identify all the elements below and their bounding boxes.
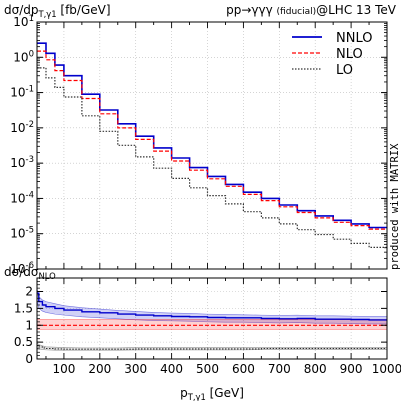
x-axis-label: pT,γ1 [GeV] bbox=[180, 386, 244, 401]
legend-lo-label: LO bbox=[336, 63, 353, 78]
top-series-nnlo bbox=[37, 42, 387, 229]
x-tick-label: 300 bbox=[124, 362, 147, 376]
axis-tick-labels: 10-6 10-5 10-4 10-3 10-2 10-1 100 101 0 0.5 1 1.5 2 1… bbox=[10, 14, 401, 376]
top-series-nlo bbox=[37, 50, 387, 230]
process-title: pp→γγγ (fiducial)@LHC 13 TeV bbox=[226, 3, 397, 17]
x-tick-label: 400 bbox=[160, 362, 183, 376]
legend-nlo-label: NLO bbox=[336, 47, 363, 62]
ratio-y-axis-label: dσ/dσNLO bbox=[4, 265, 56, 281]
top-plot-frame bbox=[36, 21, 388, 270]
top-y-tick-label: 10-2 bbox=[10, 120, 34, 135]
ratio-y-tick-label: 0 bbox=[25, 352, 33, 366]
top-y-tick-label: 10-4 bbox=[10, 190, 34, 205]
x-tick-label: 900 bbox=[340, 362, 363, 376]
producer-side-label: produced with MATRIX bbox=[389, 143, 401, 270]
ratio-series-nnlo bbox=[37, 292, 387, 321]
x-tick-label: 700 bbox=[268, 362, 291, 376]
top-y-tick-label: 100 bbox=[13, 49, 34, 64]
top-series-lo bbox=[37, 67, 387, 248]
x-tick-label: 1000 bbox=[372, 362, 401, 376]
ratio-series-lines bbox=[37, 292, 387, 350]
top-series-lines bbox=[37, 42, 387, 248]
legend-nnlo-label: NNLO bbox=[336, 31, 372, 46]
top-y-tick-label: 10-1 bbox=[10, 85, 34, 100]
top-y-tick-label: 10-6 bbox=[10, 261, 34, 276]
ratio-y-tick-label: 1.5 bbox=[14, 301, 33, 315]
ratio-series-lo bbox=[37, 344, 387, 350]
top-y-tick-label: 101 bbox=[13, 14, 34, 29]
ratio-y-tick-label: 2 bbox=[25, 285, 33, 299]
ratio-y-tick-label: 0.5 bbox=[14, 335, 33, 349]
top-y-tick-label: 10-5 bbox=[10, 226, 34, 241]
ratio-y-tick-label: 1 bbox=[25, 318, 33, 332]
top-y-axis-label: dσ/dpT,γ1 [fb/GeV] bbox=[4, 3, 111, 19]
x-tick-label: 800 bbox=[304, 362, 327, 376]
legend: NNLO NLO LO bbox=[292, 31, 372, 78]
top-gridlines bbox=[37, 21, 388, 270]
x-tick-label: 500 bbox=[196, 362, 219, 376]
x-tick-label: 200 bbox=[88, 362, 111, 376]
top-y-tick-label: 10-3 bbox=[10, 155, 34, 170]
axis-ticks bbox=[37, 21, 388, 360]
x-tick-label: 600 bbox=[232, 362, 255, 376]
ratio-bands bbox=[36, 288, 388, 351]
x-tick-label: 100 bbox=[52, 362, 75, 376]
ratio-band-nlo bbox=[36, 319, 388, 330]
ratio-band-lo bbox=[36, 342, 388, 351]
